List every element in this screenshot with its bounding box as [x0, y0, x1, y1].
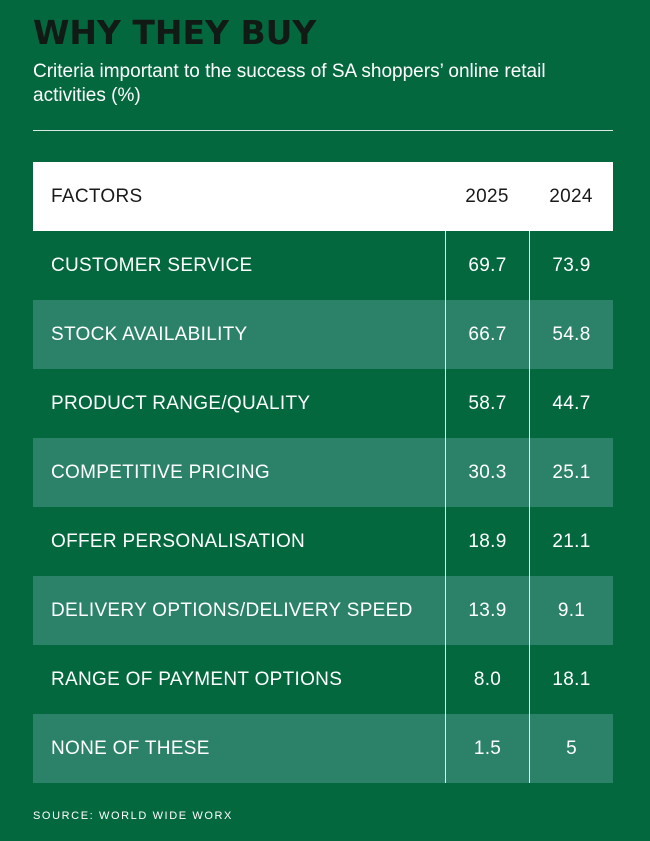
value-2025: 18.9 [445, 507, 529, 576]
value-2025: 13.9 [445, 576, 529, 645]
value-2025: 58.7 [445, 369, 529, 438]
factor-label: DELIVERY OPTIONS/DELIVERY SPEED [51, 599, 413, 621]
divider [33, 130, 613, 131]
value-2025: 66.7 [445, 300, 529, 369]
value-2025: 30.3 [445, 438, 529, 507]
value-2024: 21.1 [529, 507, 613, 576]
factor-label: CUSTOMER SERVICE [51, 254, 253, 276]
table-row: RANGE OF PAYMENT OPTIONS 8.0 18.1 [33, 645, 613, 714]
column-header-2024: 2024 [549, 185, 593, 207]
table-row: DELIVERY OPTIONS/DELIVERY SPEED 13.9 9.1 [33, 576, 613, 645]
table-row: CUSTOMER SERVICE 69.7 73.9 [33, 231, 613, 300]
column-header-factors: FACTORS [51, 185, 143, 207]
source-note: SOURCE: WORLD WIDE WORX [33, 810, 233, 822]
value-2024: 9.1 [529, 576, 613, 645]
value-2025: 69.7 [445, 231, 529, 300]
table-row: COMPETITIVE PRICING 30.3 25.1 [33, 438, 613, 507]
factor-label: COMPETITIVE PRICING [51, 461, 270, 483]
value-2024: 54.8 [529, 300, 613, 369]
value-2024: 5 [529, 714, 613, 783]
value-2024: 18.1 [529, 645, 613, 714]
factor-label: RANGE OF PAYMENT OPTIONS [51, 668, 343, 690]
column-header-2025: 2025 [465, 185, 509, 207]
subtitle: Criteria important to the success of SA … [33, 61, 546, 106]
value-2025: 1.5 [445, 714, 529, 783]
page-title: WHY THEY BUY [33, 13, 317, 52]
factor-label: NONE OF THESE [51, 737, 210, 759]
value-2024: 25.1 [529, 438, 613, 507]
table-row: OFFER PERSONALISATION 18.9 21.1 [33, 507, 613, 576]
data-table: FACTORS 2025 2024 CUSTOMER SERVICE 69.7 … [33, 162, 613, 783]
factor-label: PRODUCT RANGE/QUALITY [51, 392, 311, 414]
table-header-row: FACTORS 2025 2024 [33, 162, 613, 231]
table-row: NONE OF THESE 1.5 5 [33, 714, 613, 783]
value-2024: 44.7 [529, 369, 613, 438]
factor-label: OFFER PERSONALISATION [51, 530, 306, 552]
value-2025: 8.0 [445, 645, 529, 714]
value-2024: 73.9 [529, 231, 613, 300]
table-row: PRODUCT RANGE/QUALITY 58.7 44.7 [33, 369, 613, 438]
table-row: STOCK AVAILABILITY 66.7 54.8 [33, 300, 613, 369]
factor-label: STOCK AVAILABILITY [51, 323, 248, 345]
